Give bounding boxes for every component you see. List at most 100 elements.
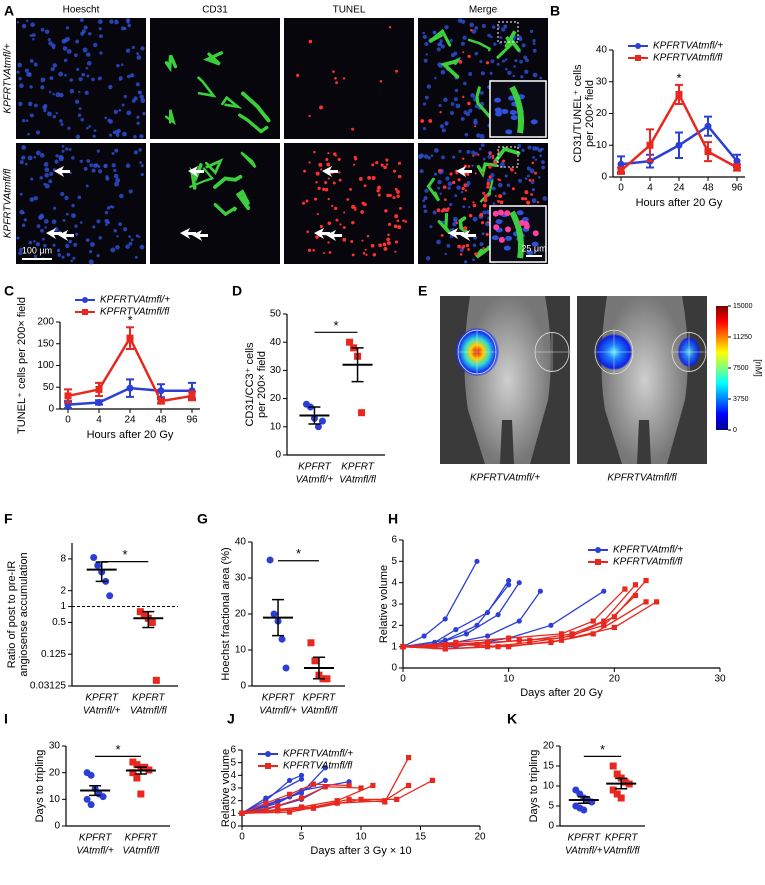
- nucleus: [27, 101, 33, 107]
- tumor-line: [241, 774, 302, 814]
- tunel-spot: [305, 199, 309, 203]
- inset-tunel: [505, 226, 512, 233]
- nucleus: [439, 192, 442, 195]
- marker: [590, 631, 596, 637]
- nucleus: [444, 25, 449, 30]
- x-tick-label: 30: [714, 674, 726, 685]
- nucleus: [68, 147, 72, 151]
- nucleus: [537, 175, 541, 179]
- nucleus: [92, 225, 96, 229]
- tunel-spot: [315, 235, 319, 239]
- nucleus: [74, 224, 78, 228]
- marker: [617, 794, 625, 802]
- inset-tunel: [532, 230, 539, 237]
- tunel-spot: [497, 178, 500, 181]
- nucleus: [21, 23, 27, 29]
- nucleus: [29, 113, 34, 118]
- nucleus: [460, 41, 466, 46]
- nucleus: [463, 81, 467, 86]
- y-tick-label: 0: [54, 821, 60, 832]
- nucleus: [27, 72, 32, 77]
- nucleus: [58, 71, 64, 77]
- tunel-spot: [462, 244, 466, 248]
- nucleus: [487, 154, 492, 159]
- tunel-spot: [342, 226, 346, 229]
- nucleus: [65, 212, 69, 216]
- nucleus: [31, 33, 36, 37]
- tunel-spot: [474, 252, 478, 256]
- image-caption: KPFRTVAtmfl/+: [470, 473, 540, 484]
- marker: [558, 637, 565, 643]
- tunel-spot: [466, 172, 470, 176]
- nucleus: [19, 247, 23, 252]
- marker: [311, 657, 319, 665]
- y-tick-label: 20: [235, 609, 247, 620]
- nucleus: [454, 194, 458, 198]
- marker: [453, 627, 459, 633]
- nucleus: [446, 243, 451, 248]
- nucleus: [133, 96, 138, 101]
- marker: [506, 635, 512, 641]
- nucleus: [28, 240, 33, 245]
- y-tick-label: 1: [230, 808, 236, 819]
- nucleus: [503, 24, 508, 29]
- x-tick-label: KPFRT: [298, 462, 331, 473]
- nucleus: [140, 98, 146, 104]
- nucleus: [423, 196, 428, 201]
- tunel-spot: [451, 180, 456, 185]
- nucleus: [67, 126, 71, 130]
- nucleus: [61, 255, 65, 259]
- marker: [506, 582, 512, 588]
- nucleus: [462, 205, 466, 209]
- tunel-spot: [375, 161, 379, 165]
- tunel-spot: [338, 178, 342, 182]
- nucleus: [131, 45, 135, 50]
- nucleus: [108, 119, 113, 124]
- nucleus: [52, 243, 56, 247]
- marker: [632, 582, 639, 588]
- nucleus: [502, 191, 506, 196]
- legend-marker: [265, 763, 271, 769]
- tunel-spot: [346, 198, 350, 201]
- nucleus: [470, 93, 476, 98]
- nucleus: [449, 202, 453, 207]
- marker: [95, 385, 103, 393]
- nucleus: [80, 18, 84, 22]
- tunel-spot: [387, 233, 390, 237]
- y-tick-label: 2: [391, 620, 397, 631]
- marker: [527, 639, 533, 645]
- nucleus: [440, 44, 445, 49]
- nucleus: [79, 159, 83, 163]
- marker: [406, 782, 412, 789]
- nucleus: [468, 108, 473, 113]
- y-tick-label: 10: [270, 421, 282, 432]
- marker: [611, 614, 617, 620]
- tunel-spot: [443, 198, 447, 202]
- tunel-spot: [362, 252, 366, 255]
- inset-nucleus: [505, 235, 513, 241]
- sem-bar: [312, 656, 325, 680]
- nucleus: [118, 76, 123, 81]
- tunel-spot: [383, 165, 387, 170]
- tunel-spot: [397, 161, 402, 165]
- nucleus: [532, 155, 535, 159]
- marker: [346, 782, 352, 789]
- x-tick-label: 0: [239, 832, 245, 843]
- tunel-spot: [510, 168, 514, 172]
- marker: [87, 801, 95, 809]
- nucleus: [429, 225, 433, 229]
- nucleus: [77, 195, 82, 200]
- nucleus: [114, 148, 119, 153]
- nucleus: [53, 206, 57, 210]
- tunel-spot: [442, 185, 447, 189]
- tunel-spot: [334, 76, 337, 80]
- nucleus: [65, 36, 70, 42]
- y-tick-label: 100: [37, 360, 54, 371]
- marker: [358, 785, 364, 791]
- inset-nucleus: [526, 250, 534, 256]
- tunel-spot: [485, 61, 490, 65]
- nucleus: [455, 103, 461, 109]
- panel-letter: K: [507, 711, 517, 727]
- tunel-spot: [314, 197, 318, 201]
- nucleus: [471, 164, 474, 168]
